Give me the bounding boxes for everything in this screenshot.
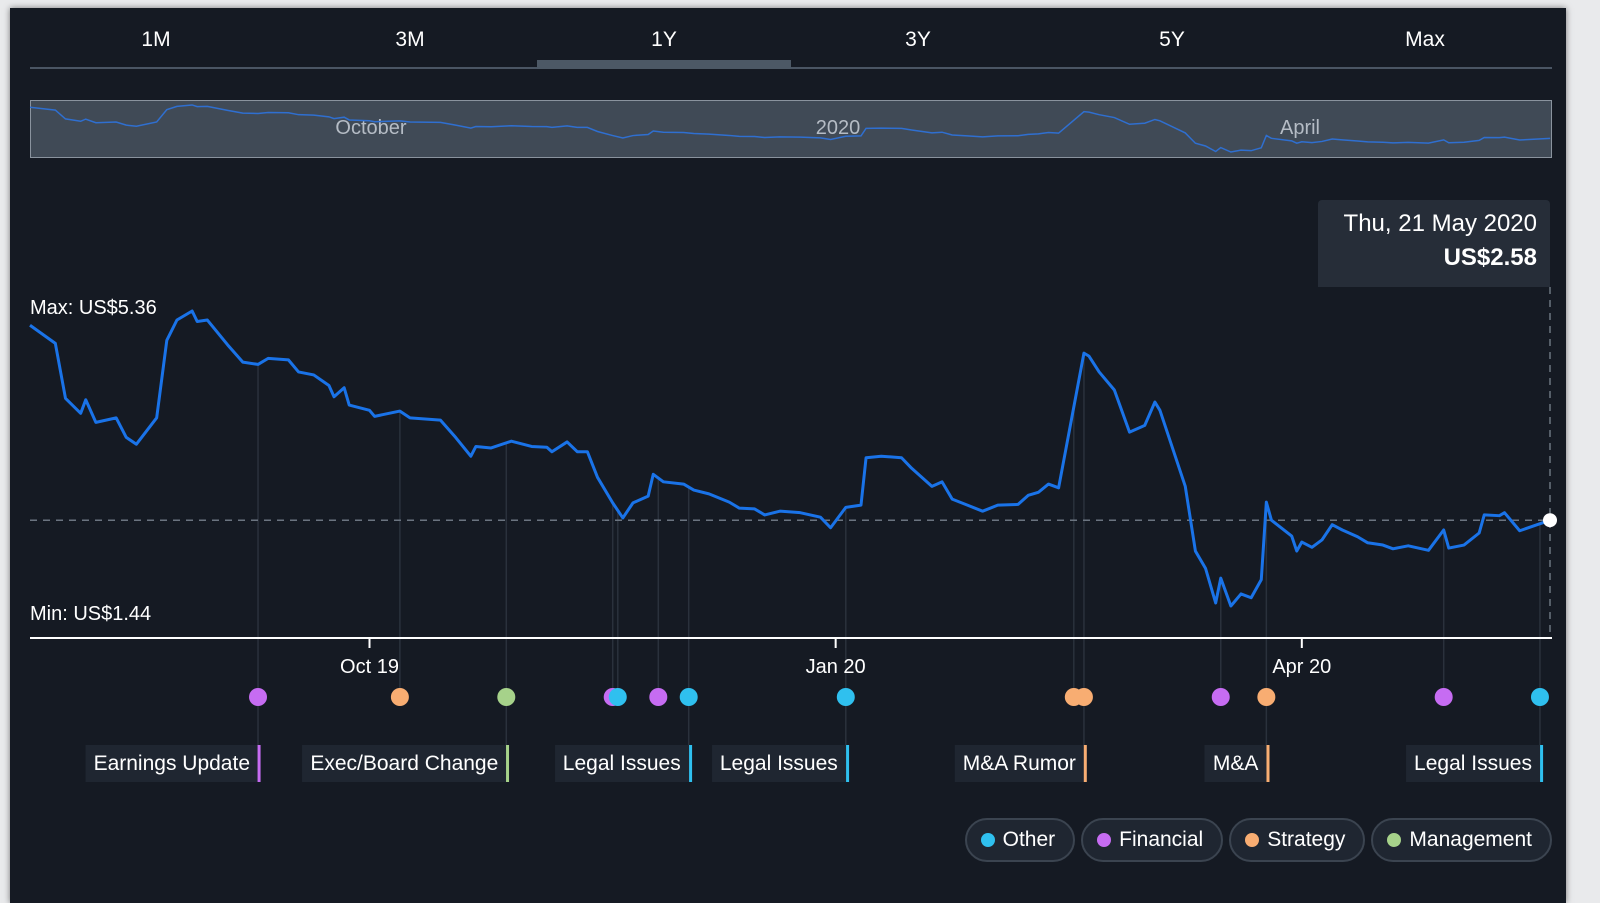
event-dot-strategy[interactable] — [1074, 688, 1093, 706]
tooltip-price: US$2.58 — [1443, 244, 1537, 271]
event-dot-management[interactable] — [497, 688, 516, 706]
legend-label: Financial — [1119, 828, 1204, 851]
x-tick-label: Apr 20 — [1272, 656, 1332, 678]
event-label[interactable]: Legal Issues — [1406, 745, 1543, 782]
strategy-dot-icon — [1245, 833, 1260, 847]
event-dot-financial[interactable] — [649, 688, 668, 706]
tab-underline — [30, 67, 1552, 69]
legend-other[interactable]: Other — [964, 818, 1076, 862]
min-label: Min: US$1.44 — [30, 603, 152, 625]
other-dot-icon — [980, 833, 995, 847]
legend-financial[interactable]: Financial — [1081, 818, 1224, 862]
management-dot-icon — [1387, 833, 1402, 847]
range-navigator[interactable] — [30, 100, 1552, 158]
max-label: Max: US$5.36 — [30, 297, 157, 319]
event-dot-strategy[interactable] — [390, 688, 409, 706]
event-dot-financial[interactable] — [249, 688, 268, 706]
navigator-label-october: October — [335, 117, 407, 139]
x-tick-label: Jan 20 — [805, 656, 866, 678]
current-point-marker — [1543, 513, 1557, 528]
event-label[interactable]: Earnings Update — [85, 745, 261, 782]
event-dot-financial[interactable] — [1434, 688, 1453, 706]
event-dot-other[interactable] — [1530, 688, 1549, 706]
legend-label: Other — [1002, 828, 1056, 851]
legend-label: Strategy — [1267, 828, 1346, 851]
navigator-label-april: April — [1279, 117, 1321, 139]
legend-strategy[interactable]: Strategy — [1229, 818, 1366, 862]
tooltip-date: Thu, 21 May 2020 — [1343, 210, 1537, 237]
tab-5y[interactable]: 5Y — [1159, 28, 1185, 51]
price-tooltip: Thu, 21 May 2020 US$2.58 — [1318, 200, 1550, 287]
event-label[interactable]: M&A Rumor — [954, 745, 1087, 782]
price-line — [29, 309, 1551, 608]
legend-management[interactable]: Management — [1371, 818, 1552, 862]
financial-dot-icon — [1097, 833, 1112, 847]
tab-max[interactable]: Max — [1405, 28, 1445, 51]
event-label[interactable]: Exec/Board Change — [302, 745, 510, 782]
legend-label: Management — [1409, 828, 1532, 851]
tab-3m[interactable]: 3M — [395, 28, 425, 51]
event-dot-other[interactable] — [679, 688, 698, 706]
event-label[interactable]: M&A — [1204, 745, 1270, 782]
event-label[interactable]: Legal Issues — [711, 745, 849, 782]
active-tab-indicator — [537, 60, 791, 69]
tab-1y[interactable]: 1Y — [651, 28, 677, 51]
event-dot-financial[interactable] — [1211, 688, 1230, 706]
event-dot-other[interactable] — [608, 688, 627, 706]
navigator-line — [29, 104, 1551, 153]
event-dot-strategy[interactable] — [1257, 688, 1276, 706]
legend: Other Financial Strategy Management — [964, 818, 1552, 862]
event-label[interactable]: Legal Issues — [554, 745, 692, 782]
event-dot-other[interactable] — [836, 688, 855, 706]
tab-1m[interactable]: 1M — [141, 28, 171, 51]
tab-3y[interactable]: 3Y — [905, 28, 931, 51]
navigator-label-2020: 2020 — [815, 117, 861, 139]
x-tick-label: Oct 19 — [340, 656, 399, 678]
